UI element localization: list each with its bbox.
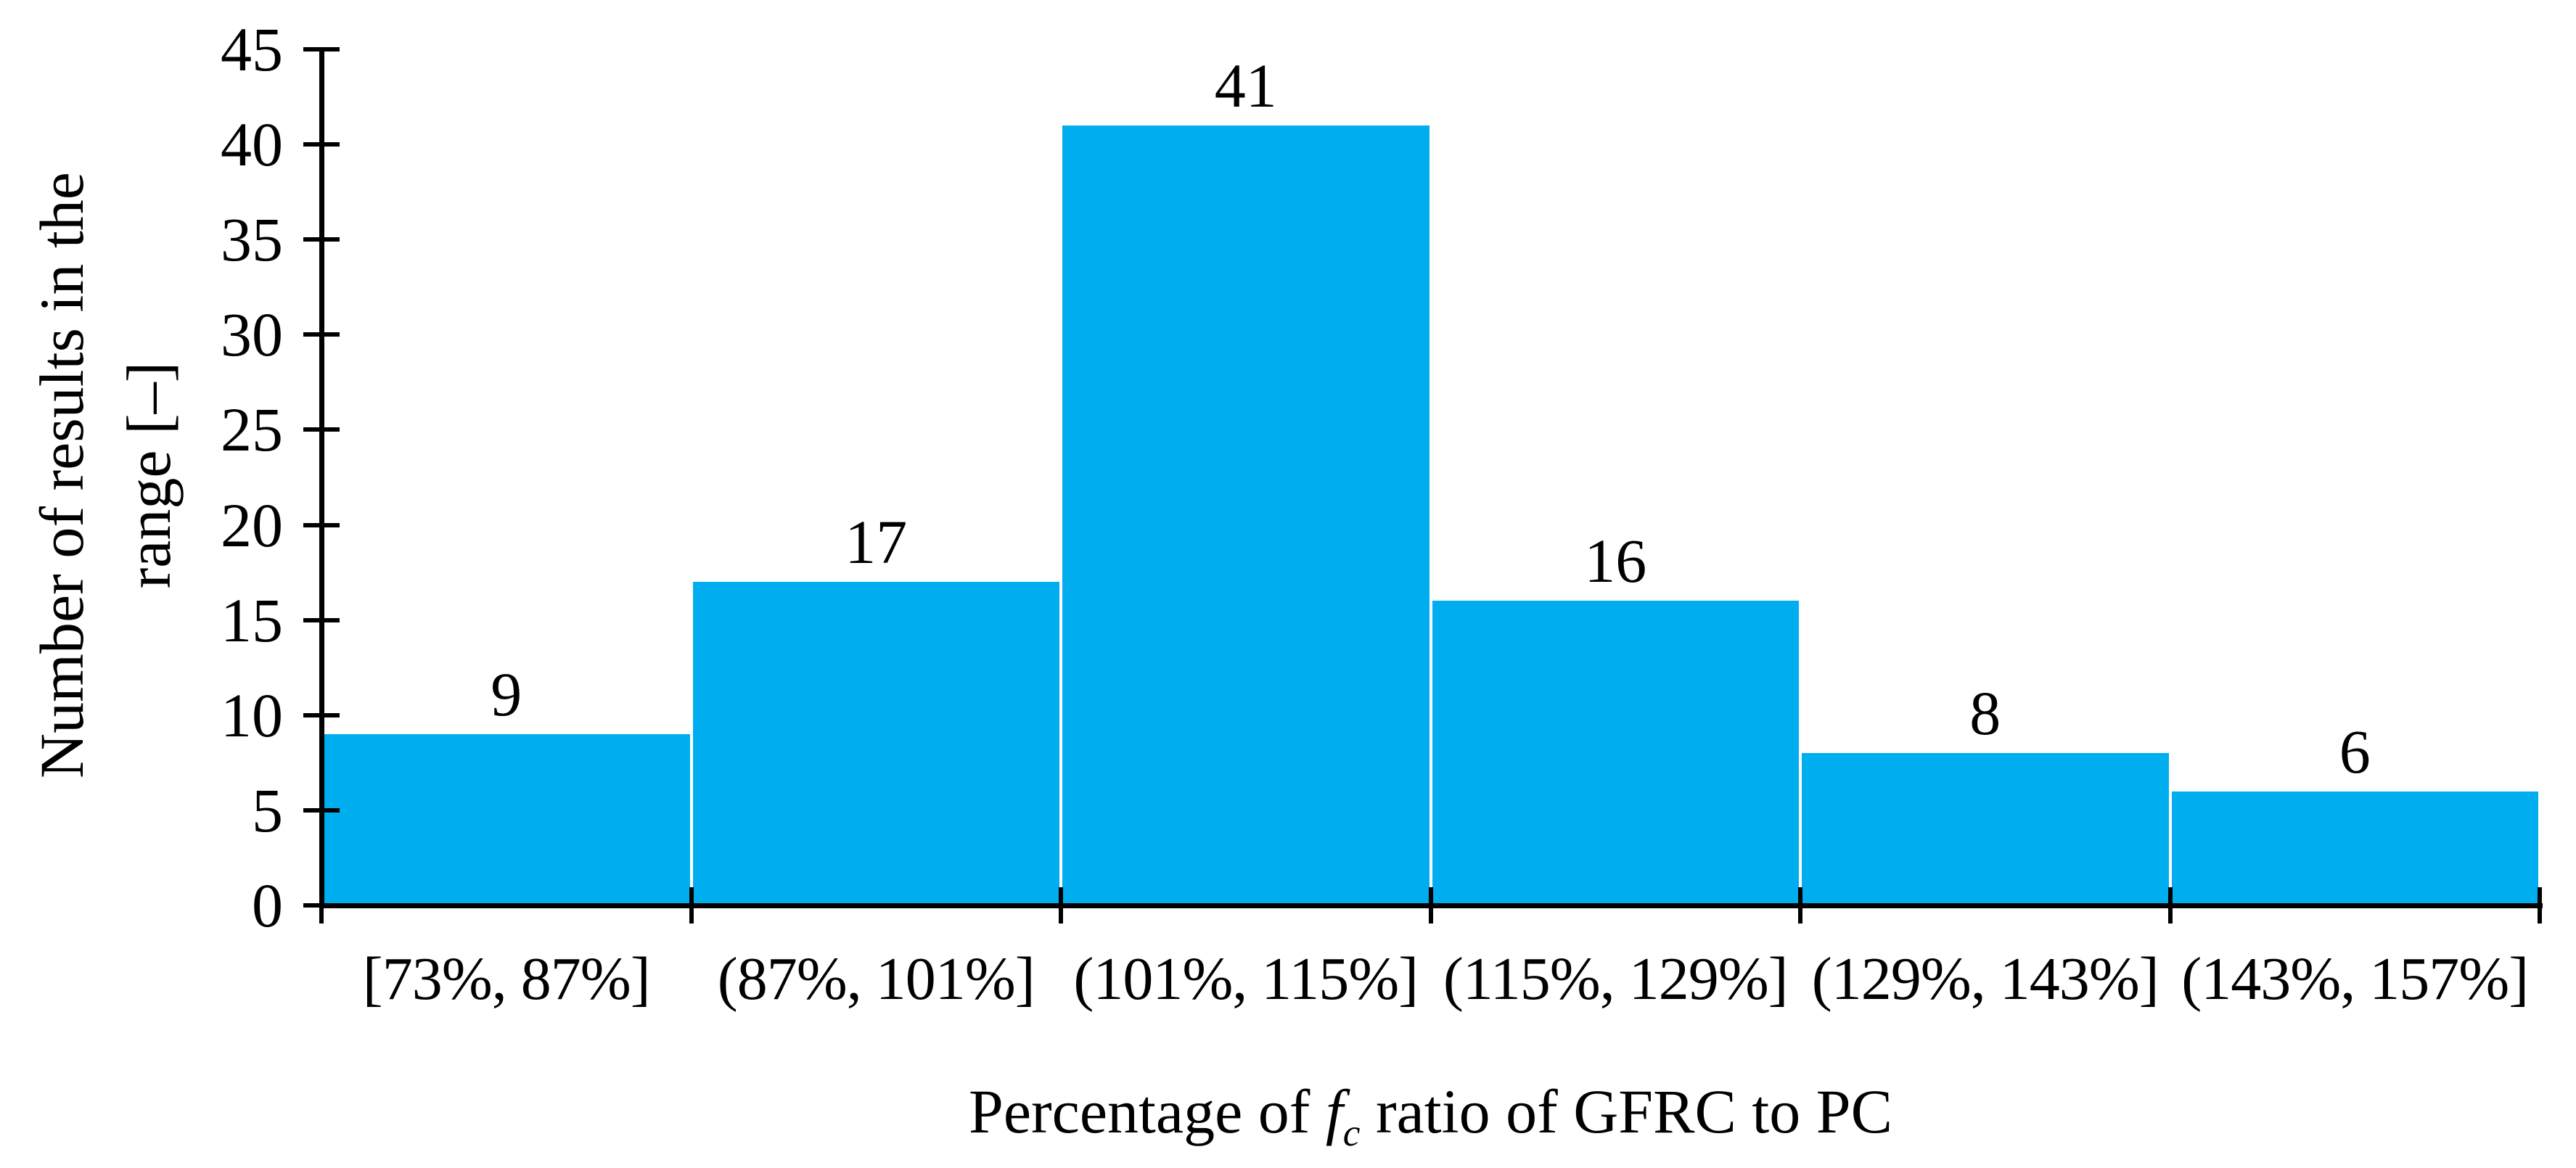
- bar-value-label: 17: [845, 507, 908, 577]
- y-tick-label: 45: [221, 15, 283, 84]
- x-axis-title-suffix: ratio of GFRC to PC: [1360, 1077, 1892, 1146]
- y-tick: [303, 807, 340, 813]
- y-axis-line: [319, 47, 324, 908]
- y-tick: [303, 617, 340, 622]
- bar-value-label: 8: [1969, 678, 2001, 749]
- x-tick: [1059, 887, 1063, 924]
- x-tick: [2538, 887, 2542, 924]
- x-tick: [1798, 887, 1802, 924]
- y-tick-label: 25: [221, 395, 283, 465]
- x-axis-title-variable: fc: [1325, 1077, 1361, 1155]
- x-category-label: (129%, 143%]: [1811, 945, 2159, 1013]
- y-tick-label: 40: [221, 110, 283, 180]
- y-tick-label: 30: [221, 300, 283, 370]
- bar-value-label: 9: [491, 659, 522, 729]
- bar: [1802, 753, 2169, 905]
- bar: [1062, 125, 1429, 905]
- y-tick: [303, 47, 340, 52]
- x-category-label: (115%, 129%]: [1443, 945, 1789, 1013]
- bar-value-label: 6: [2339, 716, 2371, 786]
- x-tick: [1428, 887, 1433, 924]
- x-category-label: (87%, 101%]: [717, 945, 1035, 1013]
- bar-value-label: 41: [1214, 50, 1277, 120]
- x-tick: [2167, 887, 2173, 924]
- bar: [323, 734, 690, 905]
- y-tick-label: 15: [221, 585, 283, 655]
- bar: [692, 582, 1059, 905]
- x-tick: [319, 887, 324, 924]
- y-tick: [303, 522, 340, 527]
- bar-value-label: 16: [1584, 526, 1647, 596]
- y-tick: [303, 142, 340, 147]
- y-tick: [303, 332, 340, 337]
- x-category-label: (143%, 157%]: [2181, 945, 2529, 1013]
- y-tick-label: 0: [252, 871, 283, 940]
- y-tick: [303, 427, 340, 432]
- x-category-label: (101%, 115%]: [1073, 945, 1419, 1013]
- y-tick-label: 5: [252, 775, 283, 845]
- y-tick: [303, 237, 340, 242]
- x-tick: [689, 887, 694, 924]
- y-tick-label: 10: [221, 680, 283, 750]
- x-axis-title-subscript: c: [1342, 1111, 1361, 1155]
- x-axis-title-prefix: Percentage of: [969, 1077, 1326, 1146]
- bar: [2171, 791, 2538, 905]
- y-tick-label: 20: [221, 490, 283, 560]
- x-axis-title: Percentage of fc ratio of GFRC to PC: [321, 1075, 2540, 1155]
- bar: [1432, 601, 1799, 905]
- x-category-label: [73%, 87%]: [362, 945, 651, 1013]
- y-tick: [303, 712, 340, 717]
- y-tick-label: 35: [221, 205, 283, 275]
